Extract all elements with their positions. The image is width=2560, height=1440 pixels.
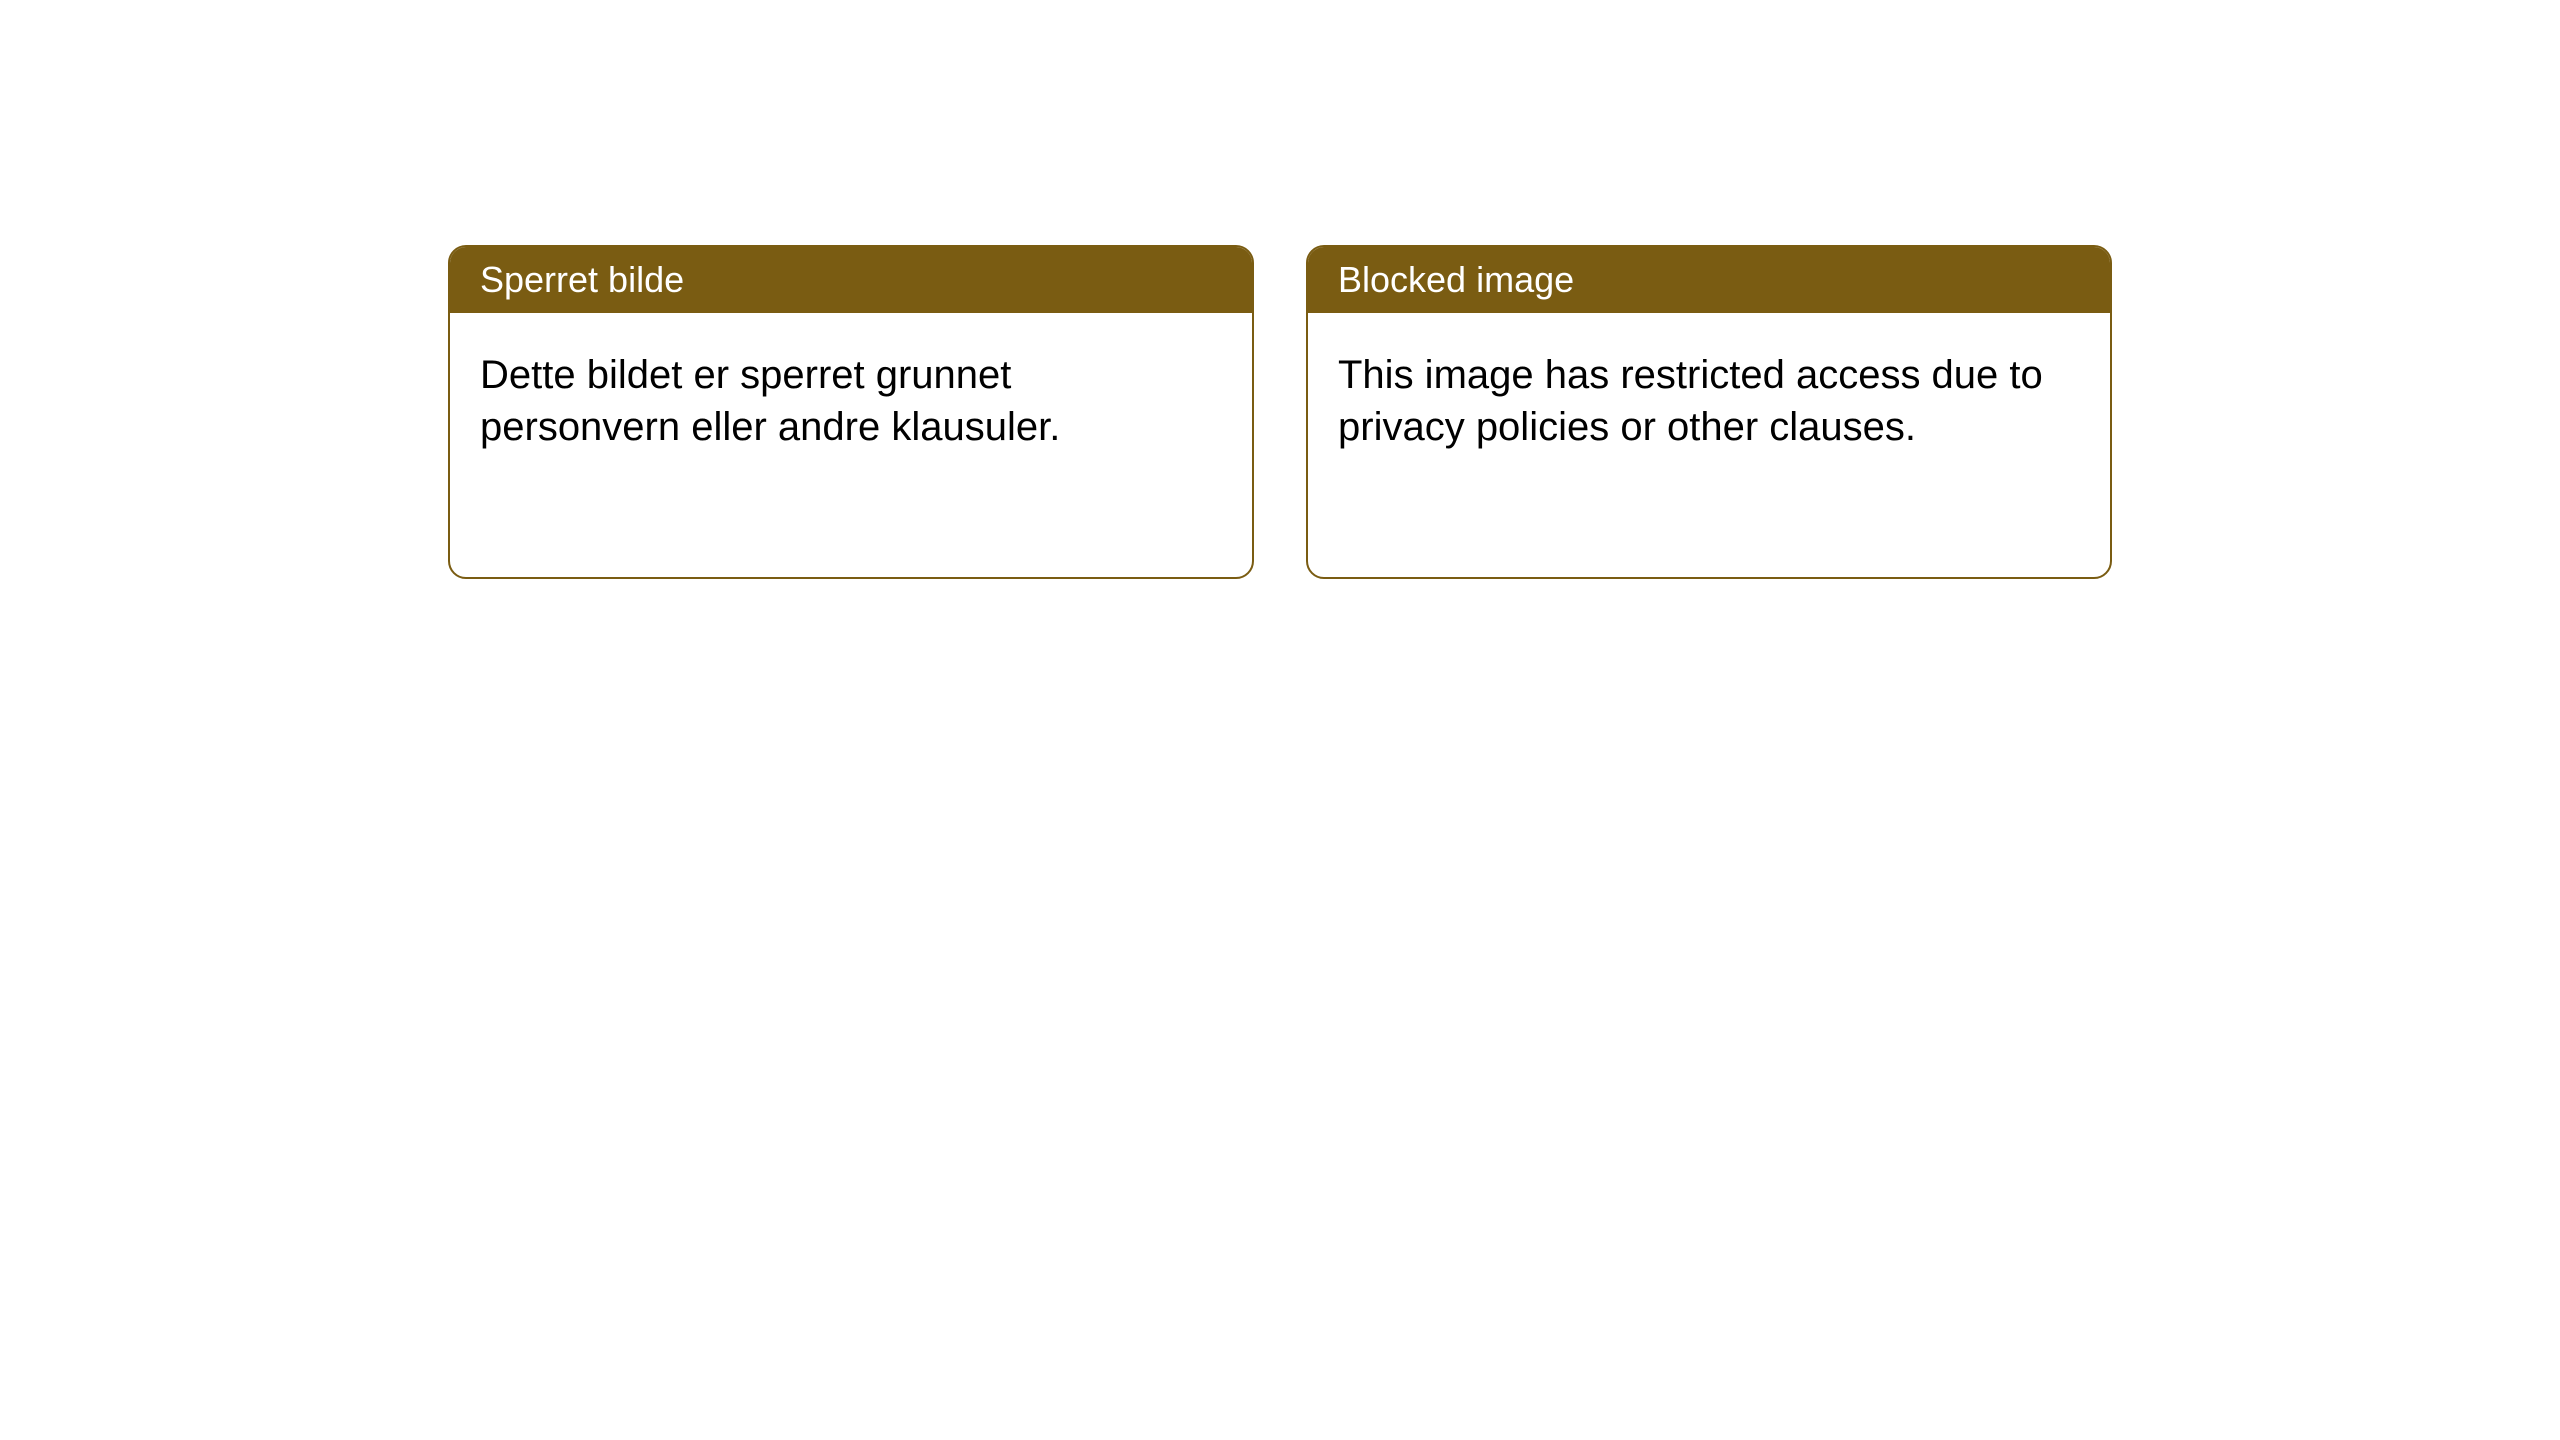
notice-message-nb: Dette bildet er sperret grunnet personve… <box>450 313 1252 489</box>
notice-card-nb: Sperret bilde Dette bildet er sperret gr… <box>448 245 1254 579</box>
notice-container: Sperret bilde Dette bildet er sperret gr… <box>0 0 2560 579</box>
notice-card-en: Blocked image This image has restricted … <box>1306 245 2112 579</box>
notice-title-nb: Sperret bilde <box>450 247 1252 313</box>
notice-title-en: Blocked image <box>1308 247 2110 313</box>
notice-message-en: This image has restricted access due to … <box>1308 313 2110 489</box>
